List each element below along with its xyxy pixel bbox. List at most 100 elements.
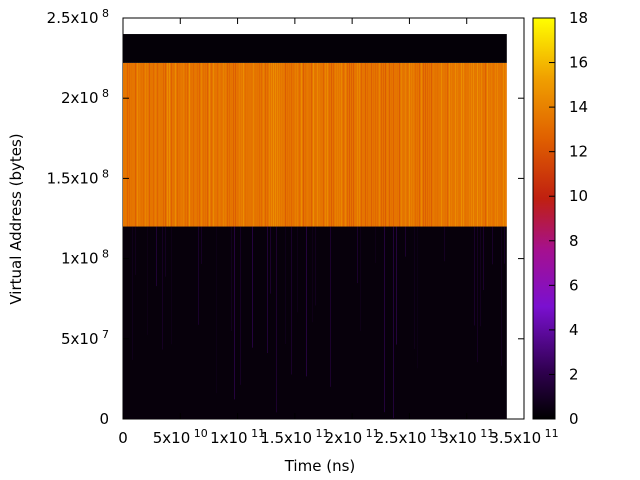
heatmap-stripe — [163, 62, 164, 227]
heatmap-stripe — [443, 62, 444, 227]
heatmap-stripe — [263, 62, 264, 227]
heatmap-stripe — [399, 62, 400, 227]
heatmap-stripe — [485, 62, 486, 227]
heatmap-stripe — [195, 62, 196, 227]
heatmap-stripe — [199, 62, 200, 227]
heatmap-stripe — [319, 62, 320, 227]
heatmap-stripe — [341, 62, 342, 227]
heatmap-stripe — [309, 62, 310, 227]
heatmap-stripe — [441, 62, 442, 227]
heatmap-stripe — [165, 226, 166, 277]
heatmap-stripe — [315, 226, 316, 306]
heatmap-stripe — [321, 62, 322, 227]
heatmap-stripe — [223, 62, 224, 227]
x-tick-label: 1.5x10 11 — [260, 427, 329, 447]
heatmap-stripe — [407, 62, 408, 227]
heatmap-stripe — [471, 62, 472, 227]
heatmap-stripe — [363, 62, 364, 227]
heatmap-stripe — [501, 62, 502, 227]
heatmap-stripe — [477, 62, 478, 227]
heatmap-stripe — [147, 62, 148, 227]
heatmap-stripe — [306, 226, 307, 377]
heatmap-stripe — [151, 62, 152, 227]
heatmap-stripe — [171, 62, 172, 227]
heatmap-stripe — [373, 62, 374, 227]
heatmap-stripe — [405, 62, 406, 227]
heatmap-stripe — [233, 62, 234, 227]
heatmap-stripe — [139, 62, 140, 227]
heatmap-stripe — [240, 226, 241, 385]
heatmap-stripe — [393, 62, 394, 227]
heatmap-stripe — [189, 62, 190, 227]
heatmap-stripe — [231, 62, 232, 227]
heatmap-stripe — [252, 226, 253, 348]
heatmap-stripe — [289, 62, 290, 227]
heatmap-stripe — [419, 62, 420, 227]
y-axis-title: Virtual Address (bytes) — [7, 133, 25, 304]
heatmap-stripe — [127, 62, 128, 227]
heatmap-stripe — [145, 62, 146, 227]
heatmap-stripe — [427, 62, 428, 227]
heatmap-stripe — [367, 62, 368, 227]
heatmap-stripe — [203, 62, 204, 227]
heatmap-stripe — [269, 62, 270, 227]
heatmap-stripe — [245, 62, 246, 227]
heatmap-stripe — [279, 62, 280, 227]
heatmap-stripe — [135, 62, 136, 227]
heatmap-stripe — [198, 226, 199, 325]
heatmap-stripe — [503, 62, 504, 227]
heatmap-stripe — [483, 226, 484, 291]
heatmap-stripe — [156, 226, 157, 287]
heatmap-stripe — [413, 62, 414, 227]
heatmap-stripe — [457, 62, 458, 227]
heatmap-stripe — [349, 62, 350, 227]
heatmap-stripe — [251, 62, 252, 227]
heatmap-stripe — [333, 62, 334, 227]
heatmap-stripe — [133, 62, 134, 227]
heatmap-stripe — [131, 62, 132, 227]
heatmap-stripe — [231, 226, 232, 332]
heatmap-stripe — [467, 62, 468, 227]
heatmap-stripe — [215, 62, 216, 227]
x-tick-label: 2.5x10 11 — [375, 427, 444, 447]
plot-area — [122, 17, 525, 420]
heatmap-stripe — [267, 62, 268, 227]
heatmap-bands — [123, 34, 507, 419]
heatmap-stripe — [285, 226, 286, 345]
heatmap-stripe — [423, 62, 424, 227]
heatmap-stripe — [311, 62, 312, 227]
heatmap-band — [123, 34, 507, 63]
y-tick-label: 1.5x10 8 — [47, 167, 109, 187]
heatmap-stripe — [216, 226, 217, 394]
heatmap-stripe — [395, 62, 396, 227]
heatmap-stripe — [157, 62, 158, 227]
heatmap-stripe — [225, 62, 226, 227]
heatmap-stripe — [347, 62, 348, 227]
heatmap-stripe — [276, 226, 277, 413]
heatmap-stripe — [391, 62, 392, 227]
heatmap-stripe — [483, 62, 484, 227]
heatmap-stripe — [371, 62, 372, 227]
heatmap-stripe — [480, 226, 481, 327]
heatmap-stripe — [357, 226, 358, 284]
heatmap-stripe — [323, 62, 324, 227]
heatmap-stripe — [299, 62, 300, 227]
heatmap-stripe — [213, 62, 214, 227]
heatmap-stripe — [191, 62, 192, 227]
heatmap-stripe — [499, 62, 500, 227]
heatmap-stripe — [219, 62, 220, 227]
heatmap-stripe — [445, 62, 446, 227]
heatmap-band — [123, 226, 507, 419]
heatmap-stripe — [171, 226, 172, 345]
heatmap-stripe — [479, 62, 480, 227]
heatmap-stripe — [287, 62, 288, 227]
heatmap-stripe — [161, 62, 162, 227]
heatmap-stripe — [375, 226, 376, 263]
heatmap-stripe — [417, 226, 418, 369]
y-tick-label: 0 — [99, 410, 109, 428]
heatmap-stripe — [345, 62, 346, 227]
heatmap-stripe — [317, 62, 318, 227]
colorbar-tick-label: 2 — [569, 365, 579, 383]
heatmap-stripe — [159, 62, 160, 227]
heatmap-stripe — [429, 62, 430, 227]
